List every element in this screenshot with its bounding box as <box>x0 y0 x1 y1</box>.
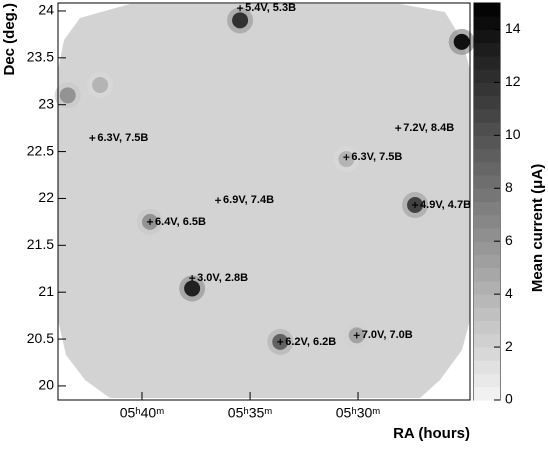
colorbar-band <box>474 214 500 229</box>
y-tick-label: 22.5 <box>27 142 54 158</box>
star-label: 4.9V, 4.7B <box>420 199 471 211</box>
colorbar-band <box>474 227 500 242</box>
star-marker <box>343 154 350 161</box>
spot <box>232 12 249 29</box>
star-marker <box>215 197 222 204</box>
colorbar-band <box>474 188 500 202</box>
colorbar-band <box>474 294 500 308</box>
colorbar-label: Mean current (μA) <box>529 164 546 292</box>
star-marker <box>189 275 196 282</box>
x-tick-label: 05ʰ30ᵐ <box>336 405 381 421</box>
star-marker <box>395 125 402 132</box>
colorbar-band <box>474 3 500 17</box>
colorbar-band <box>474 360 500 375</box>
y-tick-label: 20 <box>38 377 54 393</box>
colorbar-band <box>474 307 500 322</box>
star-marker <box>353 332 360 339</box>
colorbar-band <box>474 122 500 136</box>
colorbar-tick-label: 4 <box>505 285 513 301</box>
colorbar-band <box>474 95 500 110</box>
star-label: 6.9V, 7.4B <box>223 194 274 206</box>
y-axis-label: Dec (deg.) <box>1 3 18 76</box>
colorbar-band <box>474 55 500 70</box>
colorbar-tick-label: 2 <box>505 338 513 354</box>
spot <box>184 280 201 297</box>
colorbar-band <box>474 82 500 97</box>
x-axis-label: RA (hours) <box>393 425 470 442</box>
colorbar-band <box>474 254 500 269</box>
colorbar-band <box>474 16 500 30</box>
colorbar-band <box>474 135 500 150</box>
star-marker <box>237 5 244 12</box>
star-label: 7.2V, 8.4B <box>403 122 454 134</box>
colorbar-tick-label: 14 <box>505 20 521 36</box>
colorbar-band <box>474 320 500 335</box>
y-tick-label: 23 <box>38 95 54 111</box>
star-label: 6.3V, 7.5B <box>351 151 402 163</box>
y-tick-label: 20.5 <box>27 330 54 346</box>
colorbar-band <box>474 42 500 57</box>
y-tick-label: 21.5 <box>27 236 54 252</box>
x-tick-label: 05ʰ40ᵐ <box>120 405 165 421</box>
star-label: 3.0V, 2.8B <box>197 272 248 284</box>
colorbar-band <box>474 175 500 189</box>
star-label: 7.0V, 7.0B <box>362 329 413 341</box>
x-tick-label: 05ʰ35ᵐ <box>228 405 273 421</box>
star-marker <box>89 134 96 141</box>
colorbar-band <box>474 333 500 348</box>
star-label: 6.2V, 6.2B <box>285 336 336 348</box>
star-marker <box>412 202 419 209</box>
colorbar-tick-label: 8 <box>505 179 513 195</box>
star-label: 6.4V, 6.5B <box>155 216 206 228</box>
spot <box>92 77 109 94</box>
colorbar-band <box>474 201 500 216</box>
colorbar-band <box>474 241 500 255</box>
star-marker <box>147 218 154 225</box>
colorbar-band <box>474 386 500 401</box>
colorbar-band <box>474 108 500 123</box>
colorbar-band <box>474 29 500 44</box>
colorbar-tick-label: 10 <box>505 126 521 142</box>
colorbar-tick-label: 12 <box>505 73 521 89</box>
plot-frame <box>57 2 471 401</box>
field <box>58 4 470 398</box>
star-marker <box>277 338 284 345</box>
star-label: 5.4V, 5.3B <box>245 2 296 14</box>
star-label: 6.3V, 7.5B <box>97 132 148 144</box>
colorbar-band <box>474 267 500 282</box>
colorbar-band <box>474 69 500 83</box>
spot <box>453 33 470 50</box>
colorbar-band <box>474 373 500 388</box>
colorbar-tick-label: 6 <box>505 232 513 248</box>
y-tick-label: 24 <box>38 2 54 18</box>
y-tick-label: 23.5 <box>27 49 54 65</box>
y-tick-label: 22 <box>38 189 54 205</box>
colorbar-band <box>474 148 500 163</box>
colorbar-band <box>474 347 500 361</box>
colorbar-band <box>474 280 500 295</box>
colorbar-band <box>474 161 500 176</box>
spot <box>59 87 76 104</box>
colorbar-tick-label: 0 <box>505 391 513 407</box>
y-tick-label: 21 <box>38 283 54 299</box>
